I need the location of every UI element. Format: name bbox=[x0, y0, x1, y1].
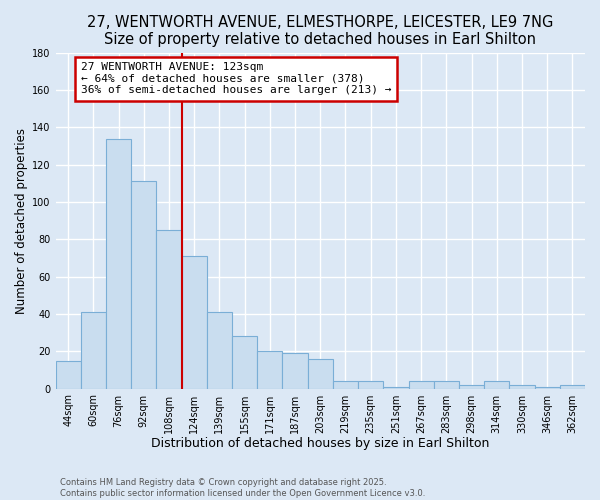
Bar bbox=[358, 381, 383, 388]
Bar bbox=[333, 381, 358, 388]
Bar bbox=[459, 385, 484, 388]
X-axis label: Distribution of detached houses by size in Earl Shilton: Distribution of detached houses by size … bbox=[151, 437, 490, 450]
Y-axis label: Number of detached properties: Number of detached properties bbox=[15, 128, 28, 314]
Bar bbox=[157, 230, 182, 388]
Bar bbox=[106, 138, 131, 388]
Bar bbox=[484, 381, 509, 388]
Bar bbox=[207, 312, 232, 388]
Title: 27, WENTWORTH AVENUE, ELMESTHORPE, LEICESTER, LE9 7NG
Size of property relative : 27, WENTWORTH AVENUE, ELMESTHORPE, LEICE… bbox=[87, 15, 553, 48]
Bar bbox=[257, 352, 283, 389]
Bar bbox=[81, 312, 106, 388]
Bar bbox=[56, 360, 81, 388]
Bar bbox=[535, 386, 560, 388]
Bar bbox=[232, 336, 257, 388]
Bar bbox=[509, 385, 535, 388]
Bar bbox=[560, 385, 585, 388]
Bar bbox=[308, 358, 333, 388]
Bar bbox=[434, 381, 459, 388]
Text: 27 WENTWORTH AVENUE: 123sqm
← 64% of detached houses are smaller (378)
36% of se: 27 WENTWORTH AVENUE: 123sqm ← 64% of det… bbox=[81, 62, 391, 96]
Bar bbox=[383, 386, 409, 388]
Bar bbox=[131, 182, 157, 388]
Bar bbox=[409, 381, 434, 388]
Text: Contains HM Land Registry data © Crown copyright and database right 2025.
Contai: Contains HM Land Registry data © Crown c… bbox=[60, 478, 425, 498]
Bar bbox=[182, 256, 207, 388]
Bar bbox=[283, 353, 308, 388]
